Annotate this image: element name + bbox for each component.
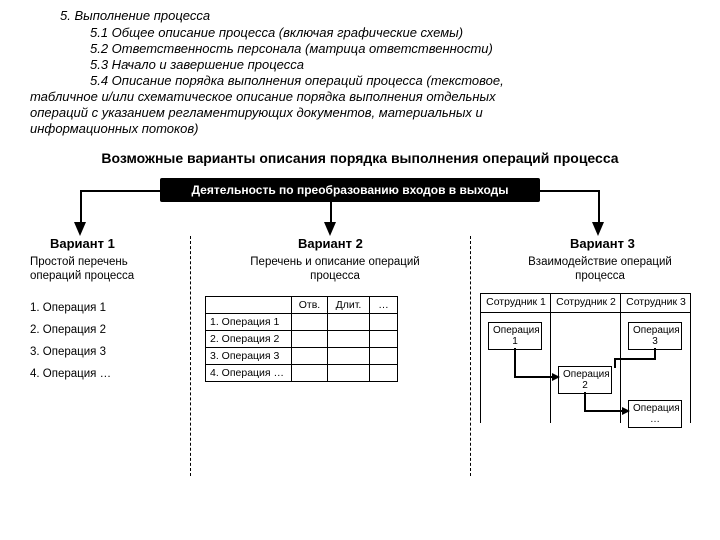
dashed-sep-2: [470, 236, 471, 476]
flow-op-etc: Операция …: [628, 400, 682, 428]
cell: [328, 365, 370, 382]
variant-2-table: Отв. Длит. … 1. Операция 1 2. Операция 2…: [205, 296, 398, 382]
table-row: 2. Операция 2: [206, 331, 398, 348]
cell: [370, 331, 398, 348]
grid-line: [690, 293, 691, 423]
arrow-v2-head: [324, 222, 336, 236]
variant-3-desc: Взаимодействие операций процесса: [520, 256, 680, 284]
cell: 1. Операция 1: [206, 314, 292, 331]
outline-5: 5. Выполнение процесса: [30, 8, 690, 23]
th-otv: Отв.: [292, 297, 328, 314]
diagram-container: Деятельность по преобразованию входов в …: [30, 178, 690, 478]
th-etc: …: [370, 297, 398, 314]
variant-1-ops: 1. Операция 1 2. Операция 2 3. Операция …: [30, 298, 111, 385]
arrow-v2-line: [330, 202, 332, 224]
cell: [370, 314, 398, 331]
arrow-v1-line2: [80, 190, 82, 224]
connector: [614, 358, 656, 360]
v3-col-3: Сотрудник 3: [622, 296, 690, 308]
arrow-v3-line: [540, 190, 600, 192]
cell: 4. Операция …: [206, 365, 292, 382]
grid-line: [480, 293, 481, 423]
connector: [514, 348, 516, 376]
cell: 2. Операция 2: [206, 331, 292, 348]
outline-5-4-l3: операций с указанием регламентирующих до…: [30, 105, 690, 120]
arrow-head-icon: [552, 373, 560, 381]
op-2: 2. Операция 2: [30, 320, 111, 342]
table-row: 3. Операция 3: [206, 348, 398, 365]
table-row: 4. Операция …: [206, 365, 398, 382]
cell: [370, 348, 398, 365]
arrow-v3-line2: [598, 190, 600, 224]
grid-line: [480, 312, 690, 313]
connector: [514, 376, 554, 378]
flow-op-2: Операция 2: [558, 366, 612, 394]
th-blank: [206, 297, 292, 314]
cell: [292, 365, 328, 382]
outline-5-4-l2: табличное и/или схематическое описание п…: [30, 89, 690, 104]
op-3: 3. Операция 3: [30, 342, 111, 364]
arrow-head-icon: [622, 407, 630, 415]
outline-5-1: 5.1 Общее описание процесса (включая гра…: [30, 25, 690, 40]
connector: [584, 392, 586, 410]
op-1: 1. Операция 1: [30, 298, 111, 320]
flow-op-1: Операция 1: [488, 322, 542, 350]
banner: Деятельность по преобразованию входов в …: [160, 178, 540, 202]
outline-5-2: 5.2 Ответственность персонала (матрица о…: [30, 41, 690, 56]
cell: [328, 331, 370, 348]
arrow-v1-head: [74, 222, 86, 236]
diagram-title: Возможные варианты описания порядка выпо…: [30, 150, 690, 166]
v3-col-1: Сотрудник 1: [482, 296, 550, 308]
outline-5-4-l4: информационных потоков): [30, 121, 690, 136]
cell: [328, 348, 370, 365]
arrow-v1-line: [80, 190, 160, 192]
cell: [292, 348, 328, 365]
outline-5-3: 5.3 Начало и завершение процесса: [30, 57, 690, 72]
variant-2-label: Вариант 2: [298, 236, 363, 251]
connector: [654, 348, 656, 358]
th-dlit: Длит.: [328, 297, 370, 314]
connector: [614, 358, 616, 368]
cell: [292, 331, 328, 348]
v3-col-2: Сотрудник 2: [552, 296, 620, 308]
variant-1-desc: Простой перечень операций процесса: [30, 256, 180, 284]
dashed-sep-1: [190, 236, 191, 476]
variant-1-label: Вариант 1: [50, 236, 115, 251]
arrow-v3-head: [592, 222, 604, 236]
cell: [328, 314, 370, 331]
grid-line: [550, 293, 551, 423]
cell: [292, 314, 328, 331]
outline-5-4-l1: 5.4 Описание порядка выполнения операций…: [30, 73, 690, 88]
variant-3-label: Вариант 3: [570, 236, 635, 251]
variant-2-desc: Перечень и описание операций процесса: [245, 256, 425, 284]
cell: 3. Операция 3: [206, 348, 292, 365]
table-row: Отв. Длит. …: [206, 297, 398, 314]
connector: [584, 410, 624, 412]
flow-op-3: Операция 3: [628, 322, 682, 350]
grid-line: [480, 293, 690, 294]
table-row: 1. Операция 1: [206, 314, 398, 331]
cell: [370, 365, 398, 382]
op-4: 4. Операция …: [30, 364, 111, 386]
